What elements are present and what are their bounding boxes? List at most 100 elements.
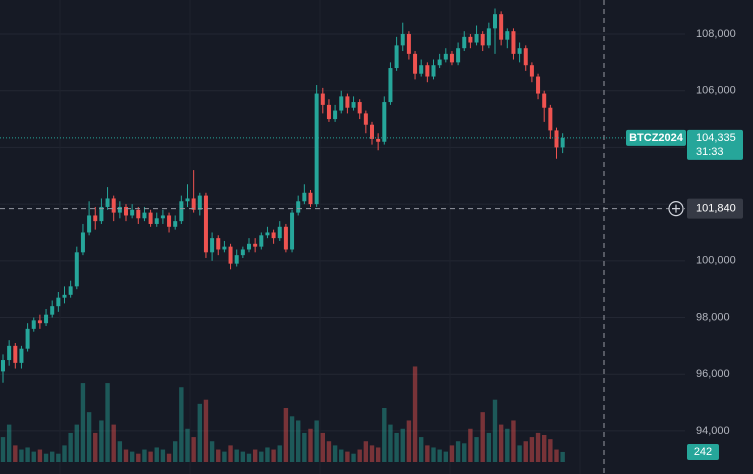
volume-bar bbox=[166, 453, 172, 462]
y-tick-label: 98,000 bbox=[696, 311, 730, 323]
volume-bar bbox=[492, 399, 498, 462]
candle-body bbox=[50, 306, 55, 315]
candle-body bbox=[511, 31, 516, 54]
candle-body bbox=[480, 34, 485, 46]
volume-bar bbox=[123, 449, 129, 462]
volume-bar bbox=[216, 449, 221, 462]
candle-body bbox=[493, 14, 497, 29]
candle-body bbox=[1, 360, 5, 372]
volume-bar bbox=[326, 441, 332, 462]
candle-body bbox=[87, 215, 92, 233]
candle-body bbox=[105, 198, 110, 207]
volume-bar bbox=[185, 428, 190, 462]
y-tick-label: 94,000 bbox=[696, 425, 730, 437]
volume-bar bbox=[517, 445, 522, 462]
candle-body bbox=[247, 243, 251, 250]
candle-body bbox=[228, 246, 233, 264]
candle-body bbox=[548, 107, 553, 131]
volume-bar bbox=[68, 432, 73, 462]
candle-body bbox=[185, 198, 190, 202]
volume-bar bbox=[50, 451, 55, 462]
candle-body bbox=[25, 328, 30, 349]
candle-body bbox=[44, 314, 49, 324]
volume-bar bbox=[31, 451, 36, 462]
volume-bar bbox=[345, 451, 350, 462]
volume-bar bbox=[548, 439, 553, 462]
candle-body bbox=[560, 137, 565, 148]
candle-body bbox=[111, 198, 116, 213]
candle-body bbox=[283, 226, 288, 250]
candle-body bbox=[68, 286, 73, 295]
candle-body bbox=[80, 232, 85, 253]
volume-bar bbox=[277, 445, 282, 462]
grid bbox=[0, 33, 685, 432]
candle-body bbox=[160, 215, 165, 219]
volume-bar bbox=[259, 451, 264, 462]
candle-body bbox=[216, 238, 221, 250]
price-axis: 94,00096,00098,000100,000102,000104,0001… bbox=[626, 28, 743, 460]
candle-body bbox=[388, 68, 393, 103]
candle-body bbox=[320, 93, 325, 105]
candle-body bbox=[468, 36, 473, 43]
add-alert-plus bbox=[672, 204, 680, 213]
volume-bar bbox=[480, 412, 485, 462]
candle-body bbox=[542, 93, 547, 108]
candle-body bbox=[197, 195, 202, 210]
volume-bar bbox=[289, 416, 295, 462]
volume-pane bbox=[0, 366, 565, 462]
volume-bar bbox=[240, 451, 246, 462]
volume-bar bbox=[486, 432, 492, 462]
volume-bar bbox=[105, 383, 110, 462]
countdown-label: 31:33 bbox=[696, 146, 724, 158]
candle-body bbox=[431, 65, 436, 77]
candle-body bbox=[271, 232, 276, 239]
candle-body bbox=[31, 320, 36, 329]
volume-bar bbox=[142, 449, 147, 462]
volume-bar bbox=[437, 449, 442, 462]
volume-bar bbox=[474, 437, 479, 462]
candle-body bbox=[93, 215, 98, 222]
volume-bar bbox=[339, 449, 344, 462]
volume-bar bbox=[62, 445, 67, 462]
candle-body bbox=[203, 195, 208, 253]
overlay bbox=[0, 0, 685, 474]
candle-body bbox=[191, 198, 196, 210]
candle-body bbox=[167, 215, 172, 227]
candle-body bbox=[253, 243, 258, 247]
candle-body bbox=[400, 34, 405, 46]
volume-label: 242 bbox=[694, 446, 712, 458]
volume-bar bbox=[86, 412, 92, 462]
candle-body bbox=[222, 246, 227, 250]
candle-body bbox=[517, 48, 522, 54]
candle-body bbox=[62, 294, 67, 298]
candle-body bbox=[339, 96, 344, 111]
candle-body bbox=[173, 221, 178, 227]
volume-bar bbox=[37, 449, 43, 462]
candle-body bbox=[326, 104, 331, 120]
candle-body bbox=[130, 209, 135, 216]
volume-bar bbox=[406, 420, 412, 462]
volume-bar bbox=[554, 449, 559, 462]
volume-bar bbox=[425, 445, 430, 462]
candle-body bbox=[333, 110, 338, 120]
volume-bar bbox=[462, 443, 467, 462]
candle-body bbox=[210, 238, 215, 253]
candle-body bbox=[345, 96, 350, 108]
volume-label-box bbox=[687, 443, 719, 460]
volume-bar bbox=[160, 449, 166, 462]
volume-bar bbox=[117, 441, 123, 462]
candle-body bbox=[486, 28, 491, 46]
volume-bar bbox=[6, 424, 12, 462]
volume-bar bbox=[252, 449, 258, 462]
crosshair-label: 101,840 bbox=[696, 203, 736, 215]
volume-bar bbox=[419, 437, 424, 462]
volume-bar bbox=[529, 437, 535, 462]
candle-body bbox=[357, 102, 362, 114]
last-price-label: 104,335 bbox=[696, 132, 736, 144]
volume-bar bbox=[222, 451, 227, 462]
candle-body bbox=[56, 297, 61, 307]
candle-body bbox=[19, 348, 24, 363]
last-price-box bbox=[687, 129, 743, 160]
